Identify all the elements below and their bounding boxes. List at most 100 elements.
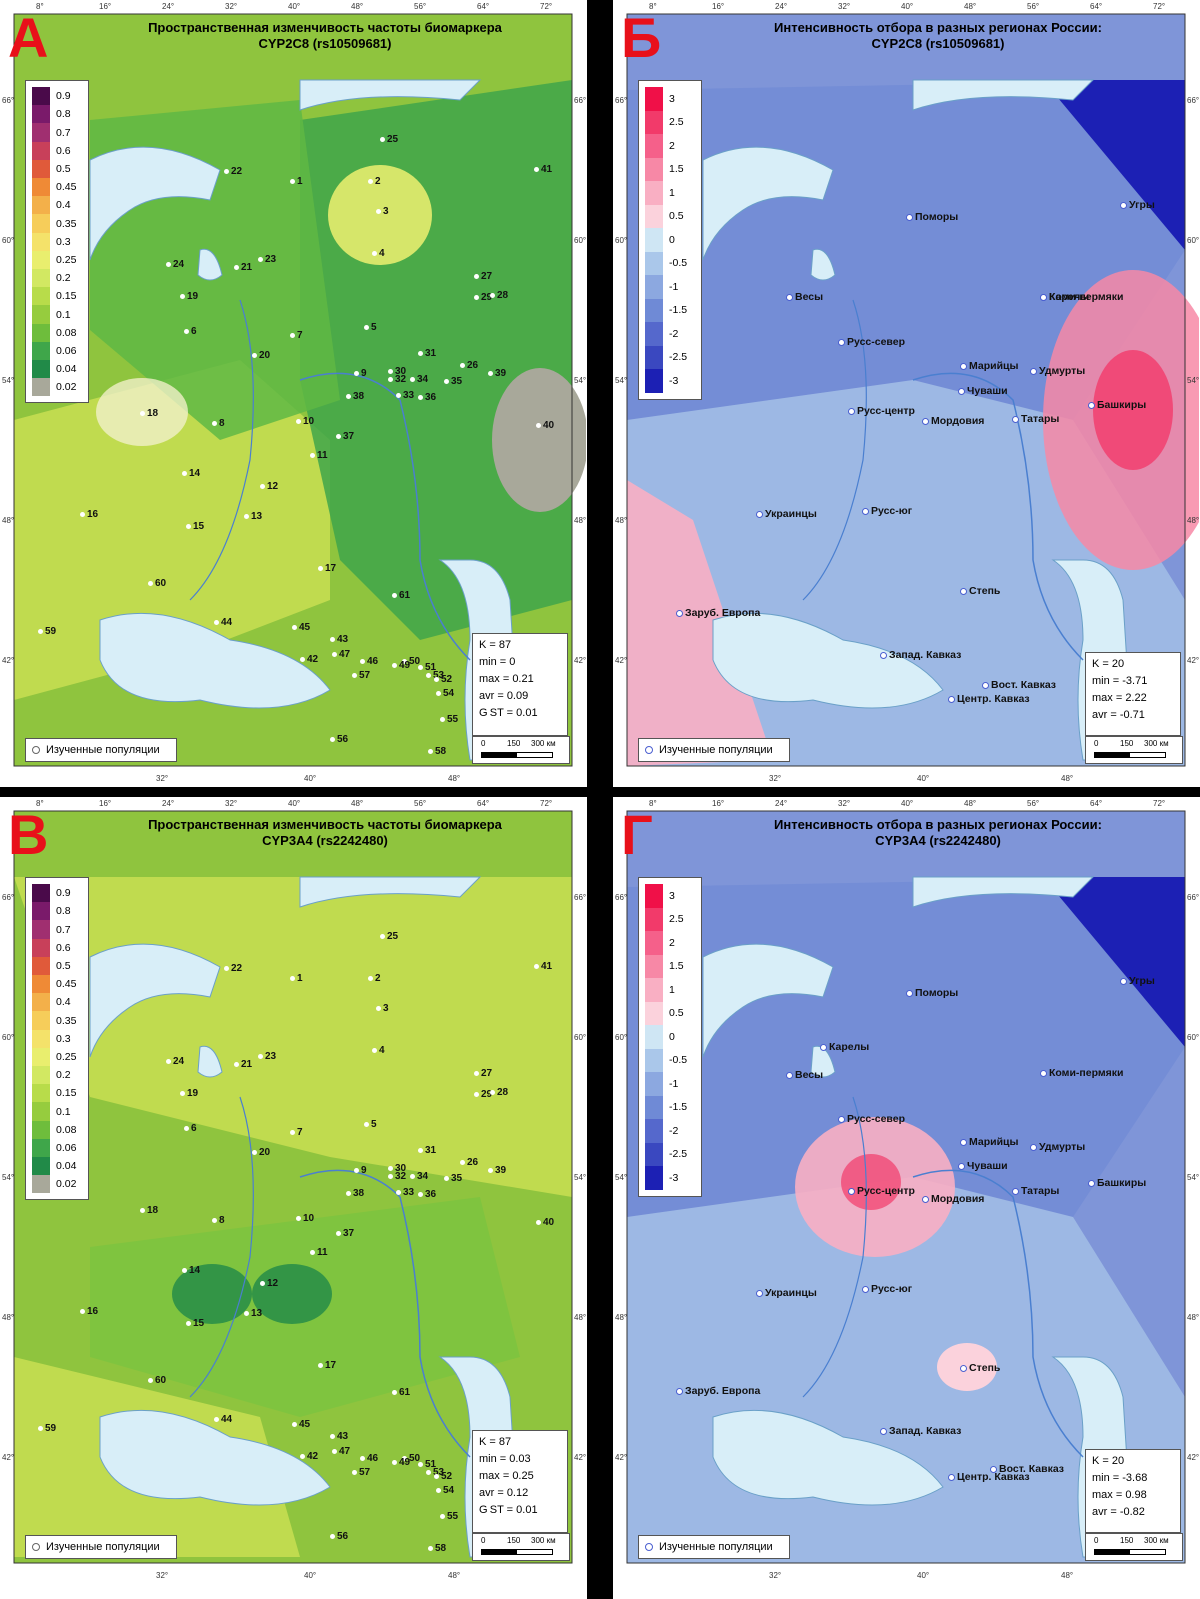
- population-number: 8: [219, 418, 225, 429]
- region-marker: Башкиры: [1088, 1177, 1146, 1189]
- legend-label: 0.8: [56, 905, 71, 918]
- latitude-tick: 60°: [2, 1033, 15, 1042]
- region-name: Башкиры: [1097, 399, 1147, 411]
- population-marker: 28: [490, 1087, 508, 1098]
- population-number: 10: [303, 416, 315, 427]
- legend-label: 0.2: [56, 1069, 71, 1082]
- region-name: Поморы: [915, 987, 959, 999]
- legend-label: 0.25: [56, 253, 77, 266]
- population-dot-icon: [392, 592, 397, 598]
- population-number: 8: [219, 1215, 225, 1226]
- population-marker: 14: [182, 1265, 200, 1276]
- population-marker: 25: [380, 931, 398, 942]
- studied-populations-label: Изученные популяции: [659, 744, 773, 756]
- population-dot-icon: [392, 662, 397, 668]
- latitude-tick: 66°: [574, 893, 586, 902]
- region-marker: Весы: [786, 291, 823, 303]
- legend-swatch: [32, 1084, 50, 1103]
- legend-swatch: [645, 204, 663, 228]
- latitude-tick: 60°: [574, 1033, 586, 1042]
- region-dot-icon: [990, 1465, 997, 1473]
- population-marker: 12: [260, 1278, 278, 1289]
- region-name: Весы: [795, 1069, 824, 1081]
- population-dot-icon: [252, 352, 257, 358]
- population-number: 23: [265, 1051, 277, 1062]
- region-name: Чуваши: [967, 385, 1008, 397]
- region-dot-icon: [820, 1043, 827, 1051]
- population-dot-icon: [186, 523, 191, 529]
- region-marker: Башкиры: [1088, 399, 1146, 411]
- legend-swatch: [645, 87, 663, 111]
- population-dot-icon: [388, 1173, 393, 1179]
- legend-swatch: [32, 1029, 50, 1048]
- legend-swatch: [645, 298, 663, 322]
- population-marker: 19: [180, 1088, 198, 1099]
- region-name: Русс-центр: [857, 1185, 915, 1197]
- population-dot-icon: [460, 362, 465, 368]
- population-dot-icon: [380, 933, 385, 939]
- population-marker: 20: [252, 1147, 270, 1158]
- legend-label: 0.02: [56, 381, 77, 394]
- stats-box: K = 20 min = -3.71 max = 2.22 avr = -0.71: [1085, 652, 1181, 736]
- black-sea: [99, 612, 331, 709]
- population-number: 2: [375, 973, 381, 984]
- legend-swatch: [32, 938, 50, 957]
- population-number: 30: [395, 366, 407, 377]
- legend-label: 0.7: [56, 923, 71, 936]
- population-marker: 33: [396, 390, 414, 401]
- population-dot-icon: [260, 483, 265, 489]
- population-dot-icon: [402, 658, 407, 664]
- population-dot-icon: [244, 1310, 249, 1316]
- population-dot-icon: [352, 1469, 357, 1475]
- population-number: 15: [193, 1318, 205, 1329]
- population-marker: 60: [148, 1375, 166, 1386]
- river: [299, 372, 471, 661]
- population-marker: 23: [258, 254, 276, 265]
- legend-label: 0.5: [56, 959, 71, 972]
- white-sea: [299, 876, 482, 908]
- population-marker-icon: [645, 746, 653, 755]
- longitude-tick: 40°: [304, 774, 317, 783]
- stats-line: max = 0.98: [1092, 1489, 1147, 1501]
- population-marker: 5: [364, 322, 377, 333]
- stats-line: G ST = 0.01: [479, 1504, 538, 1516]
- region-marker: Удмурты: [1030, 1141, 1085, 1153]
- population-dot-icon: [488, 1167, 493, 1173]
- legend-swatch: [32, 956, 50, 975]
- population-number: 32: [395, 374, 407, 385]
- region-dot-icon: [958, 1162, 965, 1170]
- longitude-tick: 16°: [99, 2, 112, 11]
- region-marker: Русс-юг: [862, 505, 912, 517]
- latitude-tick: 60°: [2, 236, 15, 245]
- latitude-tick: 66°: [615, 893, 628, 902]
- region-name: Башкиры: [1097, 1177, 1147, 1189]
- region-marker: Русс-юг: [862, 1283, 912, 1295]
- stats-line: max = 0.21: [479, 673, 534, 685]
- population-dot-icon: [388, 376, 393, 382]
- legend-swatch: [645, 251, 663, 275]
- population-marker: 28: [490, 290, 508, 301]
- population-dot-icon: [436, 1487, 441, 1493]
- region-name: Мордовия: [931, 1193, 985, 1205]
- population-dot-icon: [260, 1280, 265, 1286]
- longitude-tick: 64°: [477, 2, 490, 11]
- population-number: 29: [481, 292, 493, 303]
- map-panel-c: В Пространственная изменчивость частоты б…: [0, 797, 586, 1584]
- population-number: 7: [297, 1127, 303, 1138]
- population-dot-icon: [234, 1061, 239, 1067]
- population-dot-icon: [292, 1421, 297, 1427]
- legend-label: 0.3: [56, 235, 71, 248]
- population-number: 4: [379, 248, 385, 259]
- longitude-ticks-top: 8° 16° 24° 32° 40° 48° 56° 64° 72°: [0, 797, 586, 811]
- latitude-tick: 48°: [2, 1313, 15, 1322]
- map-canvas: [13, 810, 573, 1564]
- region-dot-icon: [1012, 1187, 1019, 1195]
- population-marker: 23: [258, 1051, 276, 1062]
- legend-swatch: [32, 884, 50, 903]
- population-dot-icon: [368, 178, 373, 184]
- population-number: 36: [425, 392, 437, 403]
- stats-line: K = 20: [1092, 658, 1125, 670]
- stats-line: min = 0: [479, 656, 516, 668]
- population-dot-icon: [536, 422, 541, 428]
- population-dot-icon: [80, 1308, 85, 1314]
